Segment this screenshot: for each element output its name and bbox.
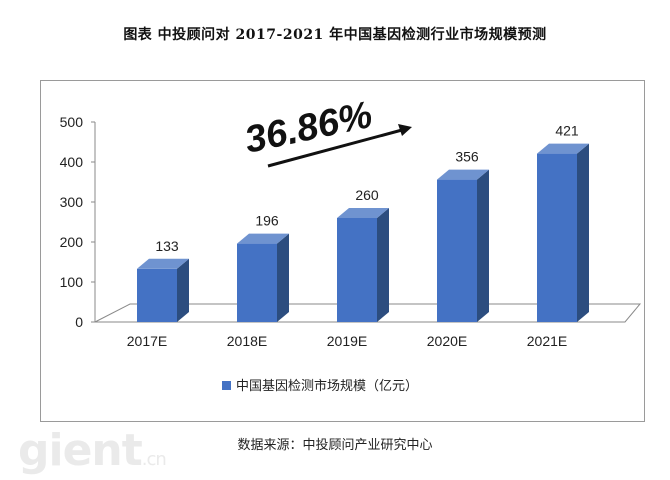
chart-frame xyxy=(40,80,645,422)
y-tick-label: 400 xyxy=(60,154,84,170)
y-tick-label: 100 xyxy=(60,274,84,290)
bar-front xyxy=(137,268,177,322)
bar-side xyxy=(377,208,389,322)
bar-front xyxy=(437,179,477,322)
bar-front xyxy=(237,243,277,322)
bar-side xyxy=(577,143,589,322)
y-tick-label: 500 xyxy=(60,114,84,130)
chart-bars xyxy=(137,143,589,322)
watermark-logo: gient.cn xyxy=(18,425,167,476)
source-note: 数据来源：中投顾问产业研究中心 xyxy=(237,438,433,453)
y-tick-label: 200 xyxy=(60,234,84,250)
growth-arrow-head xyxy=(398,124,412,136)
bar-side xyxy=(177,258,189,322)
legend-label: 中国基因检测市场规模（亿元） xyxy=(236,378,418,394)
bar-front xyxy=(337,218,377,322)
legend-swatch xyxy=(222,381,231,390)
data-label: 196 xyxy=(255,213,279,229)
figure-title: 图表 中投顾问对 2017-2021 年中国基因检测行业市场规模预测 xyxy=(123,27,547,43)
data-label: 260 xyxy=(355,187,379,203)
x-tick-label: 2019E xyxy=(327,333,367,349)
bar-side xyxy=(477,169,489,322)
x-tick-label: 2021E xyxy=(527,333,567,349)
x-tick-label: 2020E xyxy=(427,333,467,349)
bar-front xyxy=(537,153,577,322)
x-tick-label: 2017E xyxy=(127,333,167,349)
bar-top xyxy=(337,208,389,218)
bar-top xyxy=(437,169,489,180)
growth-arrow-shaft xyxy=(267,128,403,168)
data-label: 356 xyxy=(455,149,479,165)
bar-top xyxy=(137,258,189,269)
data-label: 421 xyxy=(555,123,579,139)
y-tick-label: 0 xyxy=(75,314,83,330)
x-tick-label: 2018E xyxy=(227,333,267,349)
chart-legend: 中国基因检测市场规模（亿元） xyxy=(222,378,418,394)
bar-side xyxy=(277,233,289,322)
bar-top xyxy=(237,233,289,244)
bar-top xyxy=(537,143,589,154)
y-tick-label: 300 xyxy=(60,194,84,210)
chart-labels: 133 2017E 196 2018E 260 2019E 356 2020E 421 2021E xyxy=(127,123,579,349)
data-label: 133 xyxy=(155,238,179,254)
